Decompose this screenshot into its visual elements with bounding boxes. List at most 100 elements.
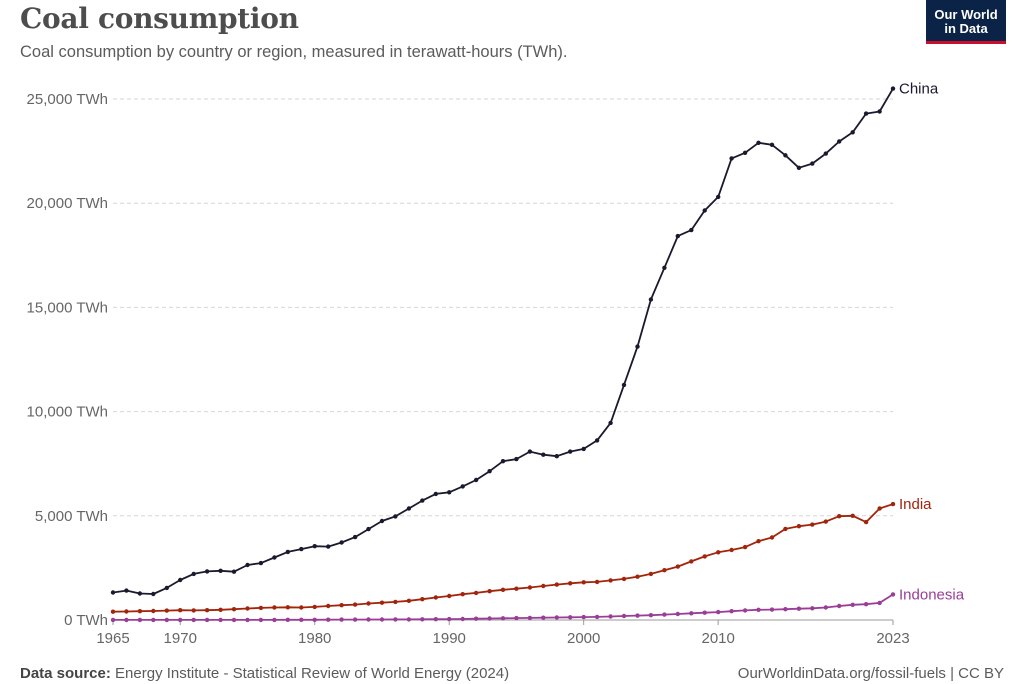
data-point [554,582,559,587]
data-point [433,617,438,622]
source-link[interactable]: OurWorldinData.org/fossil-fuels | CC BY [737,665,1004,682]
data-point [716,194,721,200]
data-point [218,617,223,623]
data-point [769,535,775,540]
data-point [877,506,882,511]
x-tick-label: 1970 [164,630,197,647]
data-point [850,602,855,607]
data-point [339,617,344,622]
data-point [514,456,519,462]
data-point [716,609,721,615]
data-point [164,617,169,623]
data-point [621,613,627,619]
data-point [742,150,748,155]
data-point [339,603,344,608]
series-label: India [899,496,932,513]
data-point [312,617,317,622]
data-point [648,297,654,302]
data-point [568,615,573,620]
data-point [460,484,465,489]
data-source-text: Energy Institute - Statistical Review of… [115,665,510,682]
data-point [863,111,869,116]
owid-logo[interactable]: Our World in Data [926,0,1006,44]
data-point [729,156,734,161]
data-point [850,513,855,518]
data-point [124,609,129,614]
data-point [500,616,506,621]
data-point [352,617,358,622]
x-tick-label: 1980 [298,630,331,647]
data-point [191,571,196,577]
data-point [326,617,331,622]
data-point [702,208,707,213]
data-point [716,550,721,555]
data-point [594,614,600,620]
data-point [285,605,290,610]
data-point [312,604,317,610]
data-point [662,265,667,270]
data-point [890,501,896,507]
data-point [527,615,533,621]
series-india: India [110,496,932,614]
data-point [379,600,385,605]
data-point [689,611,694,616]
data-point [366,601,371,606]
data-point [514,615,519,621]
data-point [433,595,438,600]
data-point [635,344,640,349]
data-point [796,165,802,170]
data-point [702,554,707,559]
series-label: China [899,81,939,98]
data-point [689,559,694,564]
data-point [110,609,116,614]
data-point [769,142,775,147]
series-indonesia: Indonesia [110,586,965,623]
x-tick-label: 1965 [96,630,129,647]
data-point [406,598,412,603]
data-point [245,606,250,611]
data-point [447,593,452,599]
data-point [272,617,277,623]
data-point [393,599,398,605]
data-point [204,608,210,613]
data-point [863,602,869,607]
data-point [635,613,640,618]
data-point [460,616,465,622]
data-point [137,591,143,596]
data-point [500,459,506,464]
data-point [218,568,223,573]
data-point [299,605,304,610]
data-point [810,606,815,611]
data-point [823,519,828,524]
data-point [554,454,559,459]
data-point [756,539,761,544]
data-point [769,607,775,612]
data-point [151,617,156,623]
data-point [527,585,533,590]
data-point [568,581,573,586]
data-point [124,617,129,623]
data-point [447,616,452,622]
data-point [662,612,667,617]
x-tick-label: 2000 [567,630,600,647]
chart-title: Coal consumption [20,2,299,35]
data-point [581,446,586,452]
data-point [272,605,277,610]
data-point [379,518,385,524]
data-point [110,617,116,623]
series-line [112,503,894,613]
y-tick-label: 20,000 TWh [27,195,108,212]
data-point [742,544,748,550]
data-point [178,608,183,613]
data-point [756,140,761,145]
data-point [877,109,882,114]
data-point [621,382,627,388]
data-point [702,610,707,615]
data-point [312,544,317,549]
data-point [285,617,290,622]
data-point [608,614,613,619]
data-point [124,588,129,593]
data-point [473,590,479,596]
data-point [366,617,371,622]
data-point [460,592,465,597]
